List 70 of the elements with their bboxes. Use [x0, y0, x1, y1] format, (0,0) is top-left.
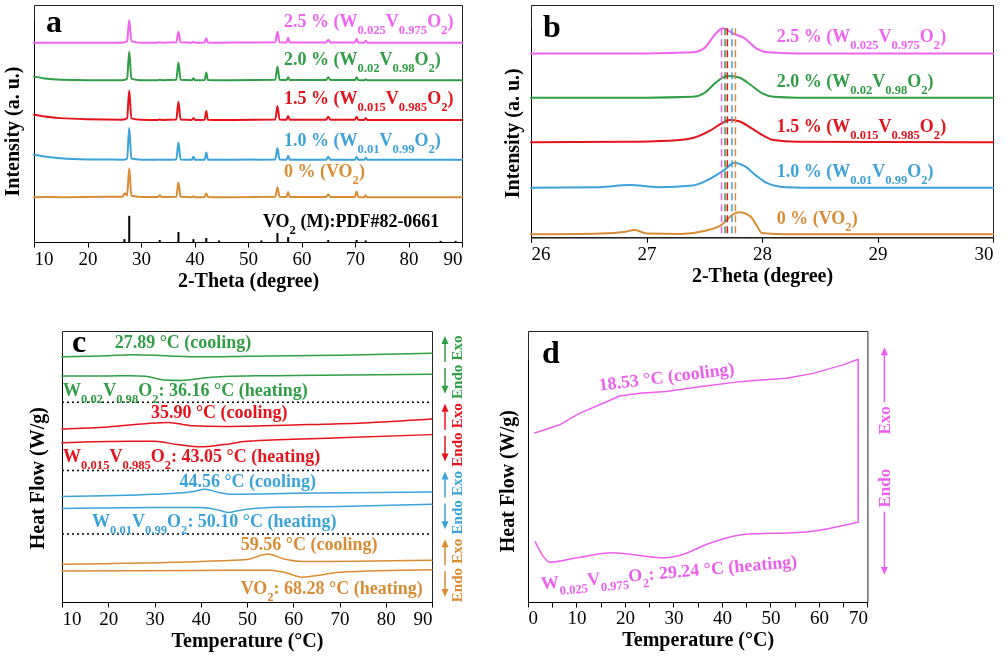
x-tick-label: 28 [753, 242, 772, 264]
text: Exo [449, 538, 465, 564]
series-label: W$_{0.015}$V$_{0.985}$O$_{2}$: 43.05 °C (heating) [63, 445, 321, 472]
x-tick-label: 40 [191, 607, 211, 629]
series-label: 1.0 % (W$_{0.01}$V$_{0.99}$O$_{2}$) [776, 160, 934, 187]
x-tick-label: 60 [284, 607, 304, 629]
text: Endo [449, 364, 465, 399]
text: 18.53 °C (cooling) [597, 358, 736, 396]
y-axis-title: Intensity (a. u.) [500, 68, 524, 199]
x-tick-label: 40 [712, 607, 732, 629]
text: Endo [874, 468, 894, 508]
legend-label: VO$_{2}$: 68.28 °C (heating) [240, 577, 423, 604]
x-tick-label: 50 [238, 607, 257, 629]
x-tick-label: 10 [567, 607, 587, 629]
series-label: 0 % (VO$_{2}$) [776, 208, 858, 235]
text: Exo [449, 470, 465, 496]
x-axis-title: Temperature (°C) [171, 628, 324, 652]
series-label: W$_{0.025}$V$_{0.975}$O$_{2}$: 29.24 °C (heating) [540, 551, 798, 598]
series-label: 1.5 % (W$_{0.015}$V$_{0.985}$O$_{2}$) [283, 88, 454, 115]
x-tick-label: 29 [868, 242, 888, 264]
x-tick-label: 70 [848, 607, 868, 629]
x-tick-label: 50 [761, 607, 781, 629]
y-axis-title: Heat Flow (W/g) [496, 410, 520, 553]
x-tick-label: 20 [615, 607, 635, 629]
series-label: 2.0 % (W$_{0.02}$V$_{0.98}$O$_{2}$) [283, 48, 441, 75]
x-tick-label: 20 [99, 607, 119, 629]
x-tick-label: 27 [637, 242, 657, 264]
x-tick-label: 30 [145, 607, 165, 629]
text: Exo [449, 335, 465, 361]
chart-title: d [542, 334, 560, 370]
y-axis-title: Intensity (a. u.) [0, 66, 24, 197]
x-tick-label: 90 [413, 607, 433, 629]
x-axis-title: 2-Theta (degree) [177, 268, 320, 292]
series-label: 2.5 % (W$_{0.025}$V$_{0.975}$O$_{2}$) [283, 11, 454, 38]
x-tick-label: 90 [443, 247, 463, 269]
chart-title: a [46, 3, 62, 39]
series-label: 27.89 °C (cooling) [114, 332, 252, 354]
x-tick-label: 30 [974, 242, 994, 264]
x-tick-label: 80 [399, 247, 419, 269]
x-tick-label: 50 [239, 247, 258, 269]
x-axis-title: Temperature (°C) [622, 628, 775, 652]
x-tick-label: 30 [664, 607, 684, 629]
series-label: 1.0 % (W$_{0.01}$V$_{0.99}$O$_{2}$) [283, 130, 441, 157]
x-tick-label: 20 [78, 247, 98, 269]
chart-title: c [72, 323, 87, 359]
text: Endo [449, 432, 465, 467]
text: Endo [449, 500, 465, 535]
chart-title: b [543, 8, 561, 44]
x-tick-label: 26 [531, 242, 551, 264]
text: Endo [449, 567, 465, 603]
x-axis-title: 2-Theta (degree) [691, 263, 834, 287]
series-label: 1.5 % (W$_{0.015}$V$_{0.985}$O$_{2}$) [776, 116, 947, 143]
x-tick-label: 30 [132, 247, 151, 269]
text: Exo [449, 403, 465, 429]
y-axis-title: Heat Flow (W/g) [25, 407, 49, 550]
x-tick-label: 0 [528, 607, 538, 629]
x-tick-label: 70 [346, 247, 365, 269]
series-label: 2.5 % (W$_{0.025}$V$_{0.975}$O$_{2}$) [776, 25, 947, 52]
x-tick-label: 40 [185, 247, 205, 269]
text: Exo [874, 406, 894, 435]
series-label: 0 % (VO$_{2}$) [283, 161, 365, 188]
x-tick-label: 70 [330, 607, 350, 629]
x-tick-label: 60 [809, 607, 829, 629]
x-tick-label: 10 [62, 607, 82, 629]
series-label: VO$_{2}$ (M):PDF#82-0661 [262, 211, 440, 238]
x-tick-label: 80 [376, 607, 396, 629]
series-label: 44.56 °C (cooling) [179, 471, 317, 493]
series-label: 2.0 % (W$_{0.02}$V$_{0.98}$O$_{2}$) [776, 71, 934, 97]
x-tick-label: 60 [292, 247, 312, 269]
x-tick-label: 10 [34, 247, 54, 269]
